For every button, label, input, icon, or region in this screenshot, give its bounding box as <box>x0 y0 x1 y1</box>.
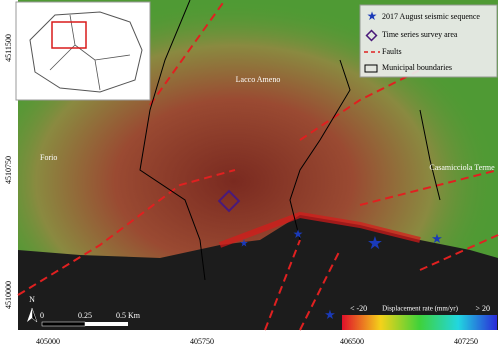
scale-bar: 0 0.25 0.5 Km <box>40 311 141 327</box>
scale-label: 0.25 <box>78 311 92 320</box>
scale-label: 0 <box>40 311 44 320</box>
municipal-boundaries <box>139 0 441 281</box>
legend-label: Municipal boundaries <box>382 63 452 72</box>
axis-labels: 405000 405750 406500 407250 4511500 4510… <box>4 34 478 346</box>
place-label: Forio <box>40 153 57 162</box>
colorbar-label: > 20 <box>475 304 490 313</box>
subsidence-rim <box>218 211 421 248</box>
faults <box>17 0 499 331</box>
place-label: Lacco Ameno <box>236 75 281 84</box>
inset-map <box>15 1 151 101</box>
legend: ★ 2017 August seismic sequence Time seri… <box>359 4 498 78</box>
legend-label: Time series survey area <box>382 30 458 39</box>
colorbar-label: < -20 <box>350 304 367 313</box>
colorbar-title: Displacement rate (mm/yr) <box>382 305 458 313</box>
survey-area <box>217 189 241 213</box>
place-label: Casamicciola Terme <box>429 163 495 172</box>
north-label: N <box>29 295 35 304</box>
scale-label: 0.5 Km <box>116 311 141 320</box>
legend-label: 2017 August seismic sequence <box>382 12 480 21</box>
colorbar: < -20 Displacement rate (mm/yr) > 20 <box>342 304 497 330</box>
x-tick-label: 405000 <box>36 337 60 346</box>
svg-text:★: ★ <box>324 307 336 322</box>
svg-text:★: ★ <box>431 231 443 246</box>
y-tick-label: 4510750 <box>4 156 13 184</box>
svg-text:★: ★ <box>293 227 304 241</box>
north-arrow: N <box>27 295 38 323</box>
x-tick-label: 405750 <box>190 337 214 346</box>
incoherent-area <box>18 215 498 330</box>
svg-text:★: ★ <box>367 9 378 23</box>
y-tick-label: 4511500 <box>4 34 13 62</box>
legend-label: Faults <box>382 47 402 56</box>
svg-text:★: ★ <box>367 233 383 253</box>
x-tick-label: 407250 <box>454 337 478 346</box>
svg-text:★: ★ <box>240 238 249 249</box>
earthquake-stars: ★ ★ ★ ★ ★ <box>240 227 443 322</box>
y-tick-label: 4510000 <box>4 281 13 309</box>
map-area: ★ ★ ★ ★ ★ Lacco Ameno Forio Casamicciola… <box>15 0 499 331</box>
x-tick-label: 406500 <box>340 337 364 346</box>
